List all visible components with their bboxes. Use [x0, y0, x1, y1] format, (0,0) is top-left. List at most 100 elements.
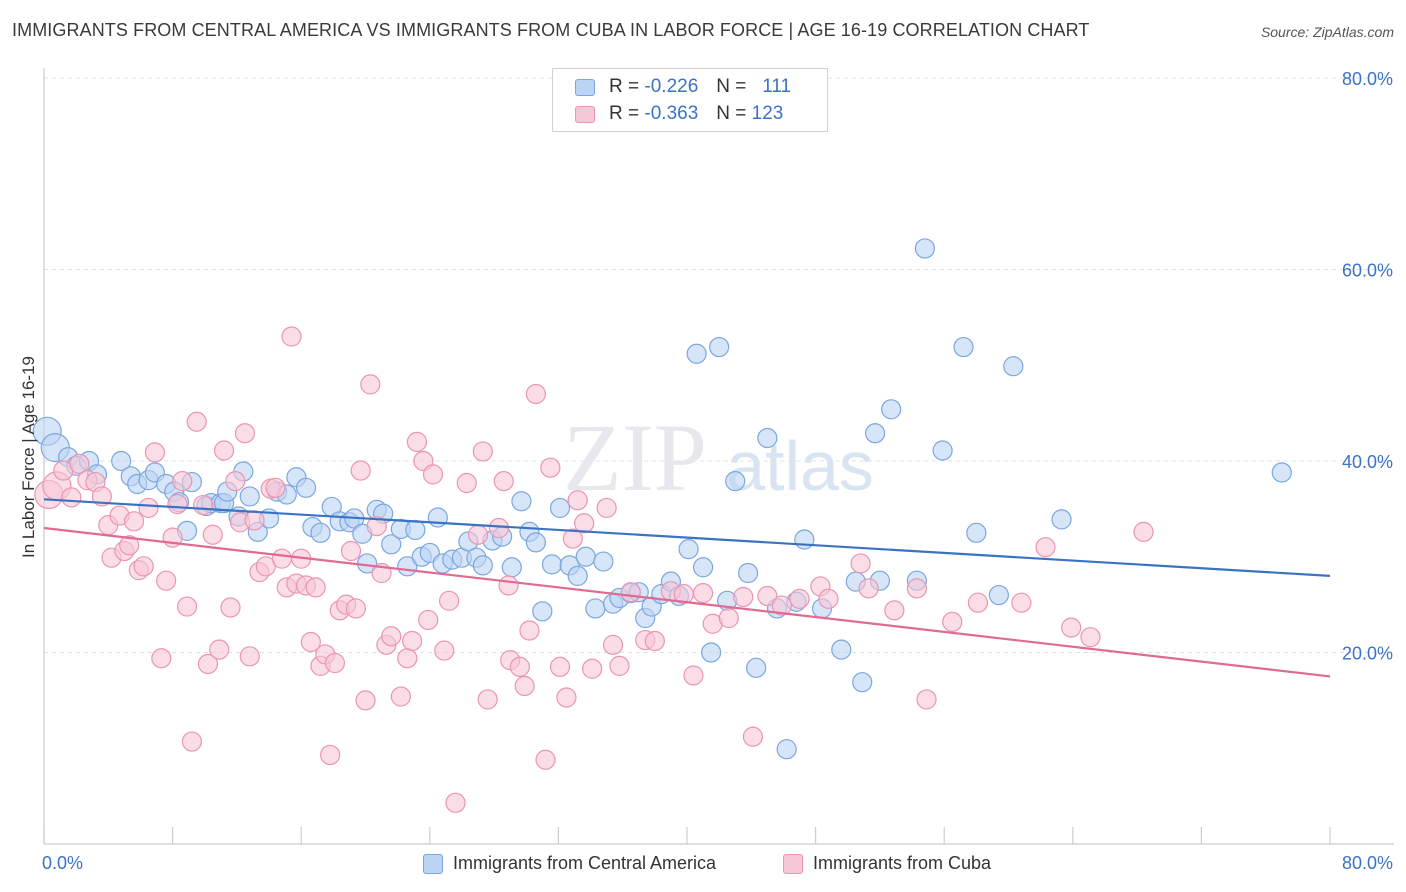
data-point — [683, 665, 704, 686]
n-label: N = — [716, 103, 747, 124]
y-tick-label: 60.0% — [1342, 261, 1393, 281]
data-point — [644, 630, 665, 652]
data-point — [119, 535, 140, 556]
data-point — [167, 493, 188, 515]
data-point — [340, 540, 362, 562]
correlation-legend: R = -0.226 N = 111 R = -0.363 N = 123 — [552, 68, 828, 132]
data-point — [567, 565, 588, 587]
data-point — [355, 690, 376, 711]
data-point — [914, 238, 936, 259]
data-point — [467, 524, 489, 545]
data-point — [1035, 537, 1056, 558]
data-point — [582, 658, 603, 679]
data-point — [350, 460, 371, 481]
data-point — [123, 511, 145, 532]
data-point — [320, 744, 341, 766]
legend-swatch-cuba — [783, 853, 803, 874]
data-point — [305, 577, 326, 598]
r-label: R = — [609, 103, 640, 124]
data-point — [456, 472, 477, 494]
data-point — [686, 343, 707, 364]
data-point — [477, 689, 498, 710]
data-point — [574, 513, 595, 534]
data-point — [692, 557, 714, 578]
axes — [43, 68, 1394, 845]
data-point — [514, 675, 535, 697]
data-point — [562, 528, 583, 549]
data-point — [1003, 356, 1024, 377]
data-points — [32, 238, 1292, 813]
data-point — [472, 555, 493, 576]
data-point — [186, 411, 207, 432]
data-point — [397, 648, 418, 669]
data-point — [733, 586, 754, 608]
data-point — [718, 607, 739, 629]
data-point — [771, 595, 792, 616]
data-point — [678, 538, 699, 560]
data-point — [757, 427, 778, 449]
data-point — [709, 336, 730, 358]
data-point — [220, 597, 241, 618]
data-point — [567, 490, 588, 511]
data-point — [445, 792, 466, 813]
data-point — [181, 731, 202, 752]
watermark-zip: ZIP — [563, 404, 707, 511]
data-point — [418, 609, 439, 631]
series-1 — [34, 326, 1154, 813]
y-tick-label: 80.0% — [1342, 69, 1393, 89]
n-value: 123 — [751, 103, 784, 124]
data-point — [852, 672, 873, 693]
data-point — [602, 634, 624, 655]
data-point — [966, 522, 987, 543]
data-point — [585, 598, 606, 619]
watermark: ZIP atlas — [563, 404, 874, 511]
data-point — [197, 653, 219, 675]
data-point — [493, 471, 514, 492]
data-point — [746, 657, 767, 678]
data-point — [776, 739, 797, 760]
data-point — [511, 491, 532, 512]
data-point — [300, 631, 321, 653]
legend-swatch-cuba — [575, 105, 595, 123]
data-point — [609, 655, 630, 677]
data-point — [91, 486, 112, 507]
data-point — [213, 440, 235, 461]
data-point — [556, 687, 577, 708]
tick-labels: 20.0% 40.0% 60.0% 80.0% 0.0% 80.0% — [42, 69, 1393, 873]
data-point — [381, 626, 402, 647]
data-point — [225, 471, 246, 492]
data-point — [151, 648, 172, 669]
data-point — [509, 656, 530, 677]
data-point — [234, 423, 256, 444]
data-point — [850, 553, 871, 574]
data-point — [858, 578, 879, 599]
data-point — [501, 557, 522, 578]
data-point — [156, 570, 177, 591]
data-point — [942, 611, 963, 632]
y-axis-label: In Labor Force | Age 16-19 — [19, 356, 38, 558]
data-point — [366, 516, 387, 537]
legend-item-cuba[interactable]: Immigrants from Cuba — [783, 853, 991, 874]
data-point — [239, 646, 260, 667]
data-point — [111, 450, 132, 472]
data-point — [742, 726, 764, 747]
r-value: -0.363 — [644, 103, 699, 124]
data-point — [193, 494, 214, 516]
data-point — [906, 578, 927, 599]
data-point — [884, 600, 905, 621]
r-value: -0.226 — [644, 76, 699, 97]
series-legend: Immigrants from Central America Immigran… — [0, 850, 1406, 880]
data-point — [575, 546, 596, 567]
data-point — [488, 517, 510, 539]
data-point — [133, 556, 154, 577]
data-point — [881, 399, 902, 420]
data-point — [176, 596, 198, 617]
data-point — [271, 548, 293, 569]
data-point — [295, 477, 317, 498]
data-point — [209, 639, 230, 660]
legend-item-central-america[interactable]: Immigrants from Central America — [423, 853, 716, 874]
data-point — [701, 642, 722, 663]
data-point — [916, 689, 937, 710]
legend-label: Immigrants from Cuba — [813, 853, 992, 873]
